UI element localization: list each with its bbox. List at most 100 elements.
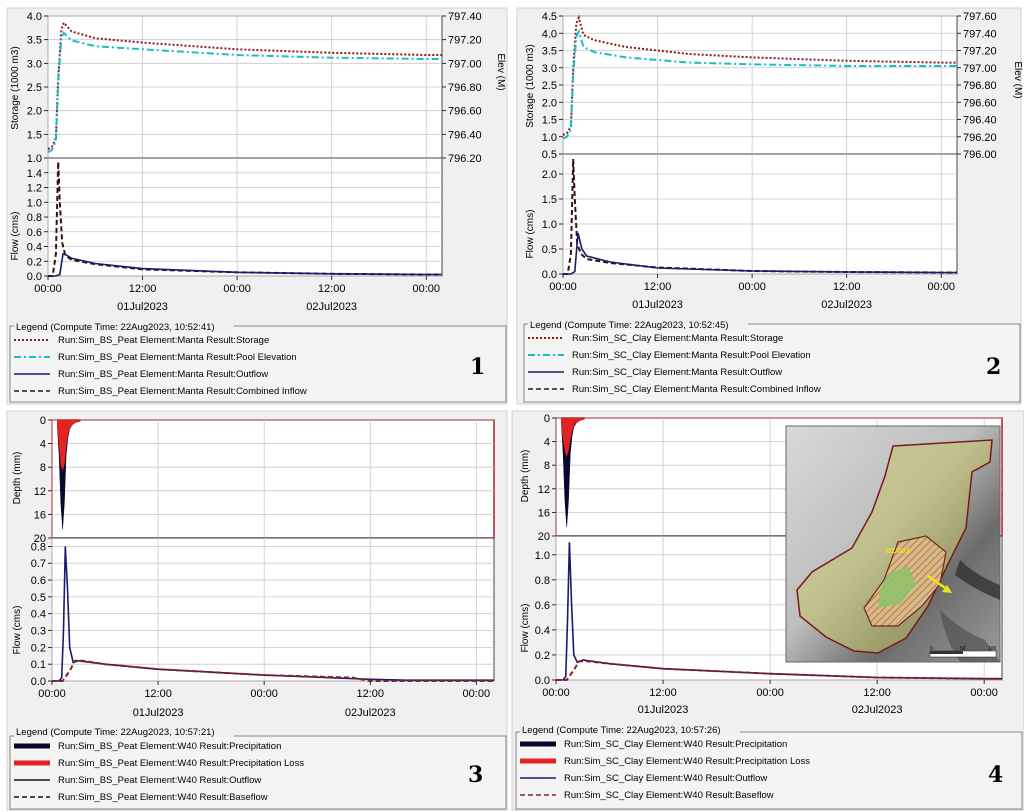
panel-1-storage-axis-label: Storage (1000 m3): [10, 46, 21, 129]
y2-tick-label: 797.60: [963, 11, 997, 23]
panel-3-flow-axis-label: Flow (cms): [12, 606, 23, 655]
x-date-label: 01Jul2023: [133, 707, 184, 719]
legend-entry-1-label: Run:Sim_BS_Peat Element:W40 Result:Preci…: [58, 741, 281, 752]
flow-tick-label: 1.2: [27, 183, 42, 195]
x-date-label: 02Jul2023: [821, 299, 872, 311]
legend-entry-3-label: Run:Sim_SC_Clay Element:W40 Result:Outfl…: [564, 773, 767, 784]
flow-tick-label: 0.0: [535, 675, 550, 687]
y-tick-label: 3.5: [27, 35, 42, 47]
panel-1: 4.0 3.5 3.0 2.5 2.0 1.5 1.0 797.40 797.20 797.00 7…: [6, 7, 508, 405]
svg-text:50: 50: [960, 646, 966, 652]
legend-entry-3-label: Run:Sim_BS_Peat Element:Manta Result:Out…: [58, 369, 268, 380]
flow-tick-label: 0.6: [31, 575, 46, 587]
x-tick-label: 00:00: [542, 687, 570, 699]
flow-tick-label: 0.8: [27, 212, 42, 224]
panel-4-legend-title: Legend (Compute Time: 22Aug2023, 10:57:2…: [522, 725, 721, 736]
baseflow-series-line: [52, 659, 494, 682]
y2-tick-label: 796.60: [448, 106, 482, 118]
y-tick-label: 12: [34, 486, 46, 498]
flow-tick-label: 0.1: [31, 659, 46, 671]
y-tick-label: 8: [40, 462, 46, 474]
x-date-label: 01Jul2023: [632, 299, 683, 311]
y2-tick-label: 797.40: [448, 11, 482, 23]
flow-tick-label: 0.8: [31, 541, 46, 553]
flow-tick-label: 0.0: [27, 271, 42, 283]
panel-4-legend: Legend (Compute Time: 22Aug2023, 10:57:2…: [515, 724, 1023, 810]
y2-tick-label: 797.00: [963, 63, 997, 75]
panel-3-number: 3: [468, 762, 483, 788]
x-tick-label: 00:00: [412, 283, 440, 295]
y-tick-label: 1.5: [542, 115, 557, 127]
panel-1-flow-plot: 1.41.21.00.80.60.40.20.000:00 12:00 00:00 1…: [27, 157, 443, 313]
panel-2-legend-title: Legend (Compute Time: 22Aug2023, 10:52:4…: [530, 320, 729, 331]
x-tick-label: 00:00: [970, 687, 998, 699]
y-tick-label: 1.5: [27, 129, 42, 141]
outlet-arrow: [927, 574, 949, 592]
legend-entry-4-label: Run:Sim_SC_Clay Element:W40 Result:Basef…: [564, 790, 774, 801]
map-scale-bar: 0 50 100: [929, 646, 997, 658]
x-tick-label: 12:00: [644, 281, 672, 293]
x-tick-label: 00:00: [549, 281, 577, 293]
flow-tick-label: 1.5: [542, 194, 557, 206]
y2-tick-label: 796.40: [963, 115, 997, 127]
panel-3-depth-plot: 0 4 8 12 16 20: [34, 415, 495, 545]
y-tick-label: 4.0: [27, 11, 42, 23]
panel-2-elev-axis-label: Elev (M): [1012, 61, 1023, 98]
y-tick-label: 4: [40, 439, 46, 451]
legend-entry-4-label: Run:Sim_SC_Clay Element:Manta Result:Com…: [572, 384, 821, 395]
y-tick-label: 0.5: [542, 149, 557, 161]
legend-entry-4-label: Run:Sim_BS_Peat Element:W40 Result:Basef…: [58, 792, 268, 803]
flow-tick-label: 1.0: [27, 197, 42, 209]
y-tick-label: 2.0: [542, 97, 557, 109]
x-tick-label: 00:00: [34, 283, 62, 295]
x-date-label: 02Jul2023: [852, 704, 903, 716]
legend-entry-2-label: Run:Sim_SC_Clay Element:W40 Result:Preci…: [564, 756, 810, 767]
y2-tick-label: 797.20: [963, 46, 997, 58]
flow-tick-label: 0.5: [31, 592, 46, 604]
panel-1-elev-axis-label: Elev (M): [495, 53, 506, 90]
y2-tick-label: 797.40: [963, 28, 997, 40]
map-label-bz003: BZ-003: [886, 548, 909, 555]
legend-entry-2-label: Run:Sim_SC_Clay Element:Manta Result:Poo…: [572, 350, 811, 361]
svg-text:100: 100: [988, 646, 997, 652]
flow-tick-label: 0.2: [31, 642, 46, 654]
flow-tick-label: 0.7: [31, 558, 46, 570]
y-tick-label: 2.5: [542, 80, 557, 92]
y-tick-label: 3.0: [542, 63, 557, 75]
legend-entry-1-label: Run:Sim_BS_Peat Element:Manta Result:Sto…: [58, 335, 269, 346]
y-tick-label: 12: [538, 484, 550, 496]
y-tick-label: 1.0: [542, 132, 557, 144]
legend-entry-1-label: Run:Sim_SC_Clay Element:W40 Result:Preci…: [564, 739, 787, 750]
panel-1-number: 1: [470, 354, 485, 380]
y-tick-label: 1.0: [27, 153, 42, 165]
flow-tick-label: 0.0: [542, 269, 557, 281]
panel-2-legend: Legend (Compute Time: 22Aug2023, 10:52:4…: [523, 318, 1021, 403]
x-tick-label: 00:00: [38, 688, 66, 700]
panel-3-depth-axis-label: Depth (mm): [12, 452, 23, 505]
flow-tick-label: 1.4: [27, 168, 42, 180]
panel-1-flow-axis-label: Flow (cms): [10, 212, 21, 261]
flow-tick-label: 0.4: [27, 242, 42, 254]
panel-4-flow-axis-label: Flow (cms): [520, 604, 531, 653]
x-tick-label: 00:00: [738, 281, 766, 293]
flow-tick-label: 0.6: [535, 600, 550, 612]
panel-1-legend: Legend (Compute Time: 22Aug2023, 10:52:4…: [9, 320, 507, 403]
y2-tick-label: 796.80: [448, 82, 482, 94]
flow-tick-label: 0.2: [535, 650, 550, 662]
svg-text:0: 0: [930, 646, 933, 652]
x-tick-label: 12:00: [318, 283, 346, 295]
pool-elevation-series-line: [562, 28, 957, 140]
flow-tick-label: 0.6: [27, 227, 42, 239]
legend-entry-2-label: Run:Sim_BS_Peat Element:W40 Result:Preci…: [58, 758, 304, 769]
flow-tick-label: 2.0: [542, 169, 557, 181]
y-tick-label: 2.0: [27, 106, 42, 118]
panel-4-depth-axis-label: Depth (mm): [520, 450, 531, 503]
legend-entry-4-label: Run:Sim_BS_Peat Element:Manta Result:Com…: [58, 386, 307, 397]
y-tick-label: 0: [40, 415, 46, 427]
x-tick-label: 12:00: [863, 687, 891, 699]
x-tick-label: 12:00: [356, 688, 384, 700]
x-tick-label: 00:00: [463, 688, 491, 700]
